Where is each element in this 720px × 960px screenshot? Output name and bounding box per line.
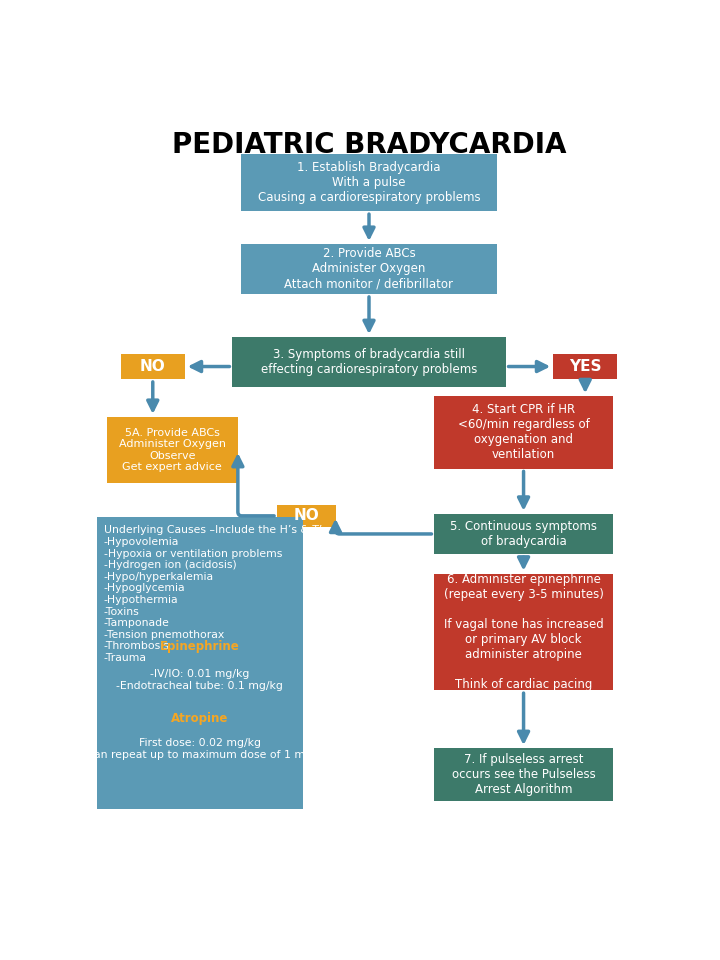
FancyBboxPatch shape xyxy=(107,417,238,483)
Text: 7. If pulseless arrest
occurs see the Pulseless
Arrest Algorithm: 7. If pulseless arrest occurs see the Pu… xyxy=(451,753,595,796)
FancyBboxPatch shape xyxy=(434,748,613,802)
Text: 2. Provide ABCs
Administer Oxygen
Attach monitor / defibrillator: 2. Provide ABCs Administer Oxygen Attach… xyxy=(284,248,454,291)
Text: Atropine: Atropine xyxy=(171,711,229,725)
Text: 5. Continuous symptoms
of bradycardia: 5. Continuous symptoms of bradycardia xyxy=(450,520,597,548)
FancyBboxPatch shape xyxy=(277,505,336,527)
Text: NO: NO xyxy=(140,359,166,374)
Text: PEDIATRIC BRADYCARDIA: PEDIATRIC BRADYCARDIA xyxy=(172,131,566,158)
FancyBboxPatch shape xyxy=(240,154,498,211)
FancyBboxPatch shape xyxy=(434,396,613,468)
Text: 4. Start CPR if HR
<60/min regardless of
oxygenation and
ventilation: 4. Start CPR if HR <60/min regardless of… xyxy=(458,403,590,462)
FancyBboxPatch shape xyxy=(240,244,498,294)
Text: NO: NO xyxy=(293,509,319,523)
Text: Underlying Causes –Include the H’s & T’s
-Hypovolemia
-Hypoxia or ventilation pr: Underlying Causes –Include the H’s & T’s… xyxy=(104,525,328,663)
Text: -IV/IO: 0.01 mg/kg
-Endotracheal tube: 0.1 mg/kg: -IV/IO: 0.01 mg/kg -Endotracheal tube: 0… xyxy=(117,669,284,691)
Text: 5A. Provide ABCs
Administer Oxygen
Observe
Get expert advice: 5A. Provide ABCs Administer Oxygen Obser… xyxy=(119,427,226,472)
Text: Epinephrine: Epinephrine xyxy=(160,640,240,653)
FancyBboxPatch shape xyxy=(233,337,505,387)
FancyBboxPatch shape xyxy=(96,516,303,808)
Text: YES: YES xyxy=(569,359,601,374)
FancyBboxPatch shape xyxy=(121,354,185,379)
Text: 6. Administer epinephrine
(repeat every 3-5 minutes)

If vagal tone has increase: 6. Administer epinephrine (repeat every … xyxy=(444,573,603,691)
Text: 1. Establish Bradycardia
With a pulse
Causing a cardiorespiratory problems: 1. Establish Bradycardia With a pulse Ca… xyxy=(258,161,480,204)
FancyBboxPatch shape xyxy=(553,354,617,379)
Text: First dose: 0.02 mg/kg
can repeat up to maximum dose of 1 mg: First dose: 0.02 mg/kg can repeat up to … xyxy=(88,738,312,759)
Text: 3. Symptoms of bradycardia still
effecting cardiorespiratory problems: 3. Symptoms of bradycardia still effecti… xyxy=(261,348,477,376)
FancyBboxPatch shape xyxy=(434,514,613,554)
FancyBboxPatch shape xyxy=(434,573,613,690)
